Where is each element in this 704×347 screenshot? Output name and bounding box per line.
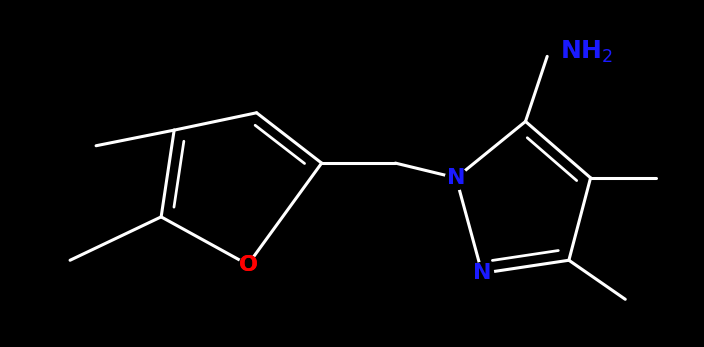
Text: N: N <box>473 263 491 283</box>
Text: O: O <box>239 255 258 274</box>
Text: O: O <box>239 255 258 274</box>
Text: N: N <box>447 168 465 188</box>
Text: NH$_2$: NH$_2$ <box>560 39 613 65</box>
